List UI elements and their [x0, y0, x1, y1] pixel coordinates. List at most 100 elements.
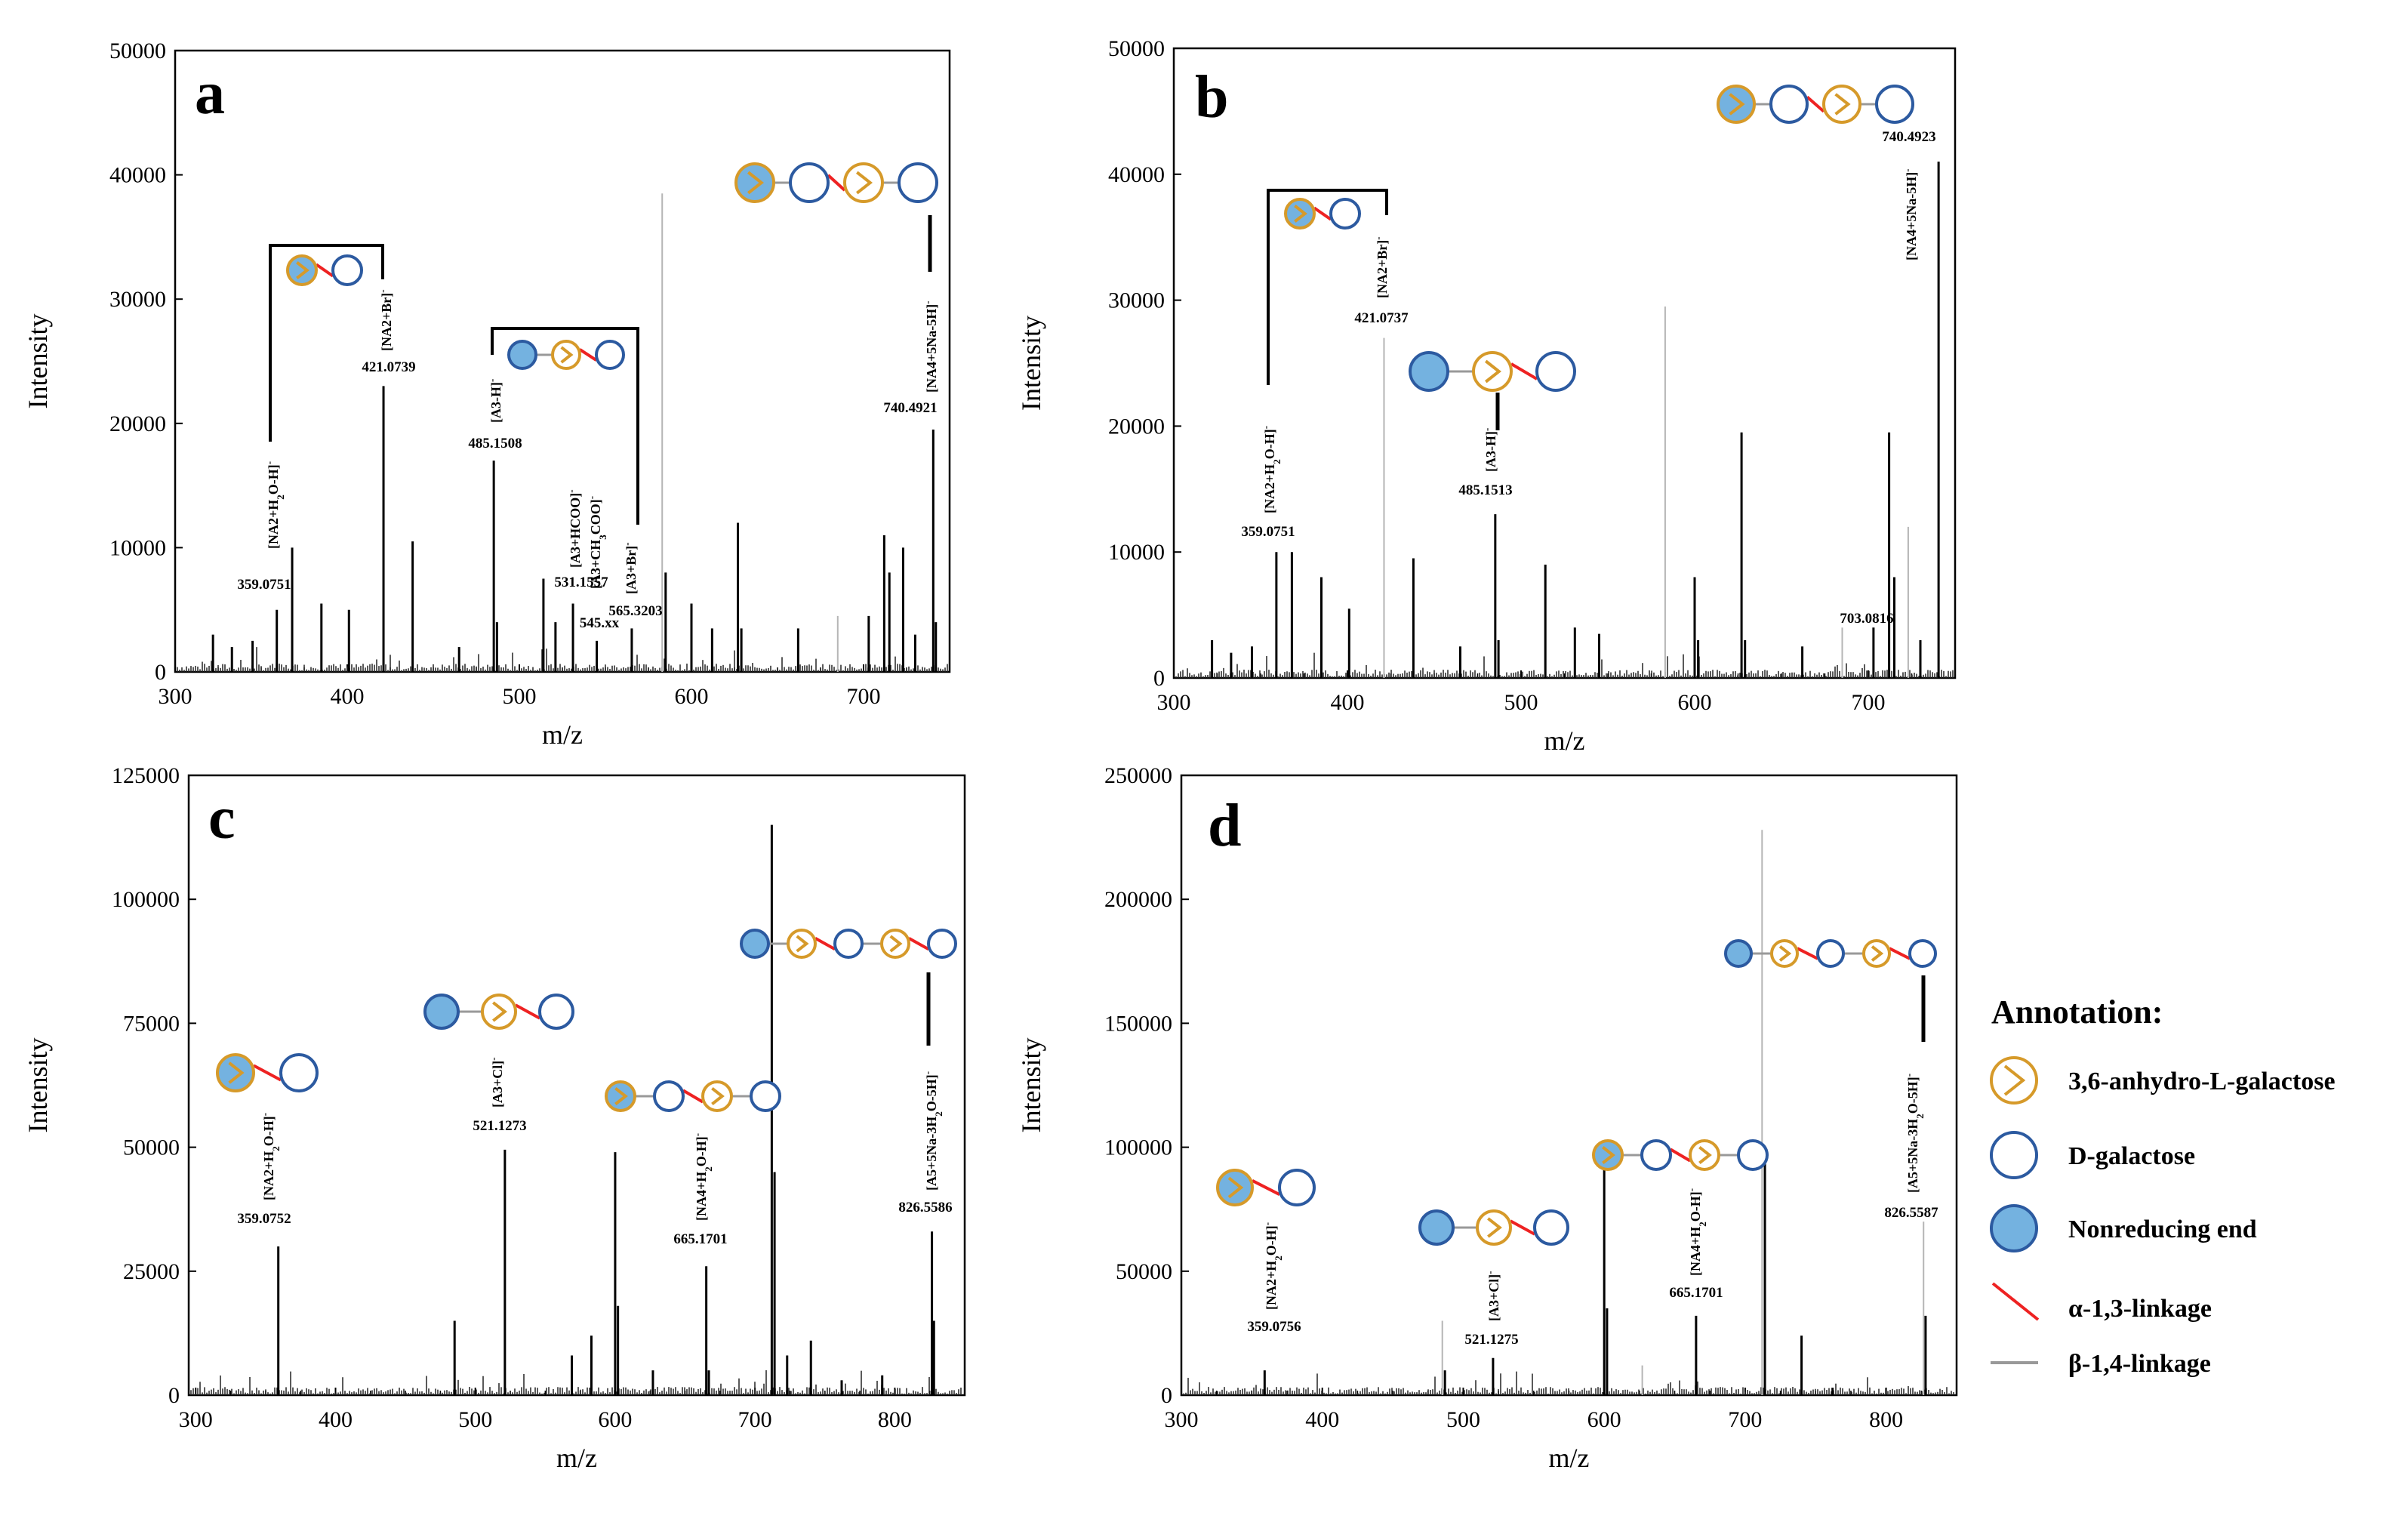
peak-mass-label: 826.5587: [1884, 1205, 1938, 1221]
y-tick-label: 0: [1153, 666, 1165, 691]
plot-frame-c: [187, 774, 966, 1397]
x-axis-title: m/z: [556, 1443, 597, 1473]
legend-title: Annotation:: [1991, 994, 2163, 1031]
y-axis-title: Intensity: [23, 1038, 53, 1133]
bracket-na2-b: [1267, 189, 1388, 385]
bracket-na2-a: [269, 244, 384, 442]
legend-label-gal: D-galactose: [2068, 1142, 2195, 1170]
glycan-a3-c: [423, 994, 574, 1030]
peak-mass-label: 826.5586: [898, 1200, 952, 1215]
ion-label: [A5+5Na-3H2O-5H]-: [922, 1071, 944, 1191]
y-tick-label: 0: [1161, 1383, 1172, 1408]
y-tick-label: 250000: [1104, 763, 1172, 788]
peak-mass-label: 521.1273: [473, 1118, 526, 1134]
x-axis-title: m/z: [542, 719, 583, 750]
glycan-a3-a: [507, 340, 625, 370]
ion-label: [A5+5Na-3H2O-5H]-: [1903, 1074, 1926, 1193]
legend-label-ahg: 3,6-anhydro-L-galactose: [2068, 1068, 2336, 1095]
ion-label: [NA2+H2O-H]-: [1261, 1222, 1284, 1310]
peak-mass-label: 359.0751: [237, 577, 291, 593]
peak-mass-label: 740.4923: [1882, 129, 1935, 145]
y-tick-label: 200000: [1104, 887, 1172, 912]
baseline-noise: [1175, 652, 1954, 678]
peak-mass-label: 740.4921: [883, 400, 937, 416]
gal-symbol-icon: [1990, 1131, 2038, 1179]
legend: Annotation: 3,6-anhydro-L-galactose D-ga…: [1990, 994, 2336, 1378]
x-tick-label: 400: [1331, 690, 1365, 715]
x-tick-label: 700: [738, 1407, 772, 1432]
ion-label: [NA2+H2O-H]-: [1260, 426, 1283, 513]
y-tick-label: 100000: [1104, 1135, 1172, 1160]
glycan-na4-a: [734, 162, 938, 203]
glycan-na2-b: [1284, 198, 1361, 230]
y-tick-label: 150000: [1104, 1011, 1172, 1036]
y-axis-title: Intensity: [1016, 1038, 1046, 1133]
panel-letter-d: d: [1208, 793, 1242, 859]
y-tick-label: 20000: [109, 411, 166, 436]
plot-frame-d: [1180, 774, 1958, 1397]
x-axis-title: m/z: [1549, 1443, 1590, 1473]
peak-mass-label: 359.0756: [1247, 1319, 1301, 1335]
peak-mass-label: 703.0816: [1840, 611, 1893, 627]
peak-mass-label: 531.1557: [554, 575, 608, 590]
y-tick-label: 10000: [109, 535, 166, 560]
baseline-noise: [190, 1369, 962, 1395]
peak-mass-label: 485.1513: [1458, 482, 1512, 498]
x-tick-label: 700: [847, 684, 881, 709]
y-tick-label: 10000: [1108, 540, 1165, 565]
y-tick-label: 0: [168, 1383, 180, 1408]
x-tick-label: 500: [503, 684, 537, 709]
x-tick-label: 500: [1504, 690, 1538, 715]
baseline-noise: [1183, 1371, 1954, 1395]
ion-label: [A3+HCOO]-: [565, 489, 584, 568]
y-tick-label: 50000: [1116, 1259, 1172, 1284]
glycan-a3-d: [1418, 1209, 1569, 1246]
panel-letter-a: a: [195, 60, 225, 127]
x-tick-label: 400: [331, 684, 365, 709]
panel-letter-b: b: [1195, 64, 1229, 131]
x-tick-label: 700: [1852, 690, 1886, 715]
ion-label: [NA2+H2O-H]-: [259, 1113, 282, 1200]
glycan-a3-b: [1409, 351, 1576, 392]
ahg-symbol-icon: [1990, 1056, 2038, 1105]
ion-label: [A3+Cl]-: [488, 1057, 506, 1108]
legend-label-nonreducing: Nonreducing end: [2068, 1215, 2257, 1243]
peak-mass-label: 521.1275: [1464, 1332, 1518, 1348]
x-tick-label: 300: [179, 1407, 213, 1432]
peak-mass-label: 545.xx: [580, 615, 620, 631]
ion-label: [NA4+H2O-H]-: [1686, 1188, 1708, 1276]
x-tick-label: 600: [675, 684, 709, 709]
peak-mass-label: 665.1701: [673, 1231, 727, 1247]
y-tick-label: 40000: [109, 163, 166, 188]
ion-label: [A3+CH3COO]-: [586, 496, 608, 589]
ion-label: [NA2+H2O-H]-: [263, 461, 286, 549]
y-tick-label: 100000: [112, 887, 180, 912]
y-axis-title: Intensity: [23, 314, 53, 409]
peak-mass-label: 421.0737: [1354, 310, 1409, 326]
glycan-na4-d: [1592, 1139, 1769, 1171]
glycan-a5-d: [1724, 939, 1937, 968]
glycan-na2-c: [216, 1053, 319, 1092]
y-tick-label: 50000: [109, 39, 166, 63]
y-tick-label: 30000: [109, 287, 166, 312]
y-axis-title: Intensity: [1016, 316, 1046, 411]
x-tick-label: 300: [1157, 690, 1191, 715]
ion-label: [A3-H]-: [486, 379, 504, 423]
ion-label: [A3-H]-: [1481, 428, 1499, 472]
ion-label: [NA4+5Na-5H]-: [922, 300, 940, 393]
peak-mass-label: 359.0752: [237, 1211, 291, 1227]
x-tick-label: 500: [1446, 1407, 1480, 1432]
y-tick-label: 75000: [123, 1011, 180, 1036]
peak-mass-label: 359.0751: [1241, 524, 1295, 540]
ion-label: [NA2+Br]-: [1372, 236, 1390, 298]
x-tick-label: 400: [1305, 1407, 1339, 1432]
x-tick-label: 500: [458, 1407, 492, 1432]
x-axis-title: m/z: [1544, 726, 1585, 756]
glycan-na2-a: [286, 254, 363, 286]
ion-label: [A3+Cl]-: [1484, 1271, 1502, 1321]
glycan-a5-c: [740, 929, 957, 959]
ion-label: [A3+Br]-: [621, 542, 639, 594]
peak-mass-label: 485.1508: [468, 436, 522, 451]
y-tick-label: 40000: [1108, 162, 1165, 187]
peak-mass-label: 665.1701: [1669, 1285, 1723, 1301]
